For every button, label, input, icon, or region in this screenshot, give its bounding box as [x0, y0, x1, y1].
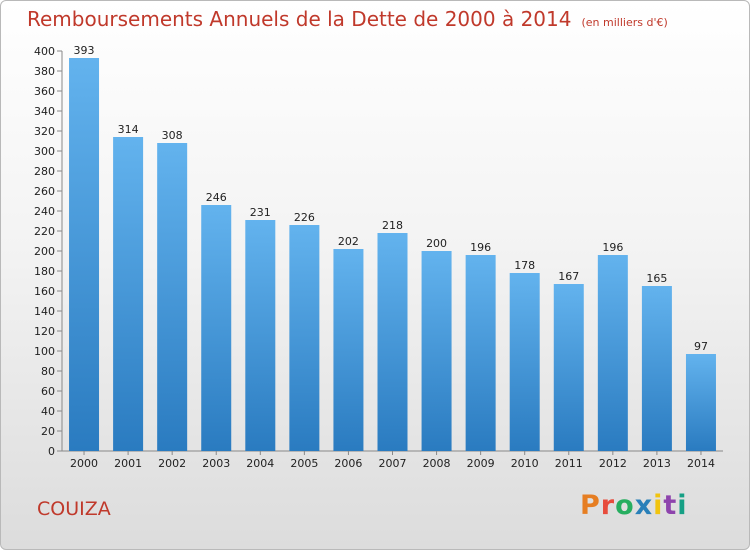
bar — [509, 273, 540, 451]
bar — [201, 205, 232, 451]
y-tick-label: 160 — [34, 285, 55, 298]
y-tick-label: 300 — [34, 145, 55, 158]
chart-title: Remboursements Annuels de la Dette de 20… — [27, 7, 668, 31]
bar — [289, 225, 320, 451]
y-tick-label: 140 — [34, 305, 55, 318]
x-tick-label: 2008 — [423, 457, 451, 470]
y-tick-label: 0 — [48, 445, 55, 458]
chart-axes: 0 20 40 60 80 100 120 140 160 180 200 220 240 260 280 3… — [34, 45, 723, 470]
bar-value-label: 231 — [250, 206, 271, 219]
bar-value-label: 196 — [470, 241, 491, 254]
x-tick-label: 2003 — [202, 457, 230, 470]
bar-value-label: 97 — [694, 340, 708, 353]
bar — [377, 233, 408, 451]
x-tick-label: 2006 — [334, 457, 362, 470]
x-tick-label: 2000 — [70, 457, 98, 470]
chart-unit: (en milliers d'€) — [581, 16, 668, 29]
bar — [333, 249, 364, 451]
chart-title-text: Remboursements Annuels de la Dette de 20… — [27, 7, 572, 31]
x-tick-label: 2002 — [158, 457, 186, 470]
y-tick-label: 320 — [34, 125, 55, 138]
y-tick-label: 400 — [34, 45, 55, 58]
bar-value-label: 167 — [558, 270, 579, 283]
chart-bars: 393 314 308 246 231 226 202 218 200 196 178 167 196 1… — [69, 44, 716, 451]
y-tick-label: 120 — [34, 325, 55, 338]
x-tick-label: 2012 — [599, 457, 627, 470]
bar — [421, 251, 452, 451]
x-tick-label: 2013 — [643, 457, 671, 470]
bar-value-label: 202 — [338, 235, 359, 248]
bar-value-label: 393 — [74, 44, 95, 57]
x-tick-label: 2014 — [687, 457, 715, 470]
bar — [245, 220, 276, 451]
y-tick-label: 220 — [34, 225, 55, 238]
x-tick-label: 2007 — [379, 457, 407, 470]
bar-value-label: 165 — [646, 272, 667, 285]
x-tick-label: 2005 — [290, 457, 318, 470]
logo-letter: o — [615, 490, 635, 521]
y-tick-label: 40 — [41, 405, 55, 418]
bar — [157, 143, 188, 451]
y-tick-label: 280 — [34, 165, 55, 178]
y-tick-label: 180 — [34, 265, 55, 278]
x-tick-label: 2001 — [114, 457, 142, 470]
logo-letter: P — [580, 490, 601, 521]
logo-letter: x — [634, 490, 654, 521]
bar-value-label: 246 — [206, 191, 227, 204]
bar-value-label: 196 — [602, 241, 623, 254]
bar — [641, 286, 672, 451]
y-tick-label: 200 — [34, 245, 55, 258]
y-tick-label: 20 — [41, 425, 55, 438]
bar — [113, 137, 144, 451]
y-tick-label: 260 — [34, 185, 55, 198]
y-tick-label: 360 — [34, 85, 55, 98]
y-tick-label: 80 — [41, 365, 55, 378]
proxiti-logo[interactable]: Proxiti — [580, 490, 688, 521]
bar — [553, 284, 584, 451]
bar — [685, 354, 716, 451]
logo-letter: i — [677, 490, 688, 521]
logo-letter: i — [653, 490, 664, 521]
y-tick-label: 340 — [34, 105, 55, 118]
x-tick-label: 2004 — [246, 457, 274, 470]
bar-value-label: 226 — [294, 211, 315, 224]
x-tick-label: 2009 — [467, 457, 495, 470]
bar-value-label: 314 — [118, 123, 139, 136]
bar — [597, 255, 628, 451]
bar — [69, 58, 100, 451]
logo-letter: t — [663, 490, 678, 521]
commune-name: COUIZA — [37, 498, 111, 520]
x-tick-label: 2010 — [511, 457, 539, 470]
bar-value-label: 308 — [162, 129, 183, 142]
y-tick-label: 100 — [34, 345, 55, 358]
bar-value-label: 218 — [382, 219, 403, 232]
bar — [465, 255, 496, 451]
bar-value-label: 178 — [514, 259, 535, 272]
y-tick-label: 240 — [34, 205, 55, 218]
y-tick-label: 60 — [41, 385, 55, 398]
x-tick-label: 2011 — [555, 457, 583, 470]
logo-letter: r — [600, 490, 616, 521]
y-tick-label: 380 — [34, 65, 55, 78]
bar-value-label: 200 — [426, 237, 447, 250]
